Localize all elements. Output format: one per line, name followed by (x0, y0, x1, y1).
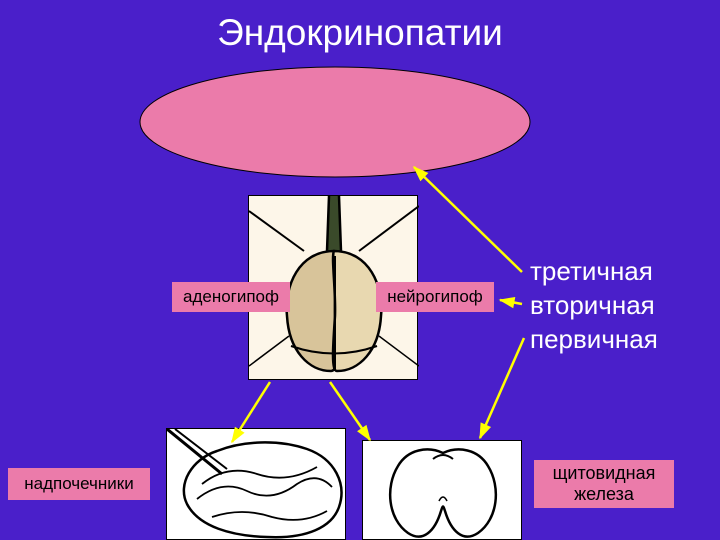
thyroid-illustration (362, 440, 522, 540)
level-label-2: первичная (530, 324, 658, 355)
label-thyroid: щитовидная железа (534, 460, 674, 508)
level-label-1: вторичная (530, 290, 655, 321)
slide-title: Эндокринопатии (150, 12, 570, 62)
label-neuro: нейрогипоф (376, 282, 494, 312)
diagram-stage: Эндокринопатии аденогипоф нейрогипоф надпоч… (0, 0, 720, 540)
label-adeno: аденогипоф (172, 282, 290, 312)
level-label-0: третичная (530, 256, 653, 287)
label-adrenal: надпочечники (8, 468, 150, 500)
adrenal-illustration (166, 428, 346, 540)
